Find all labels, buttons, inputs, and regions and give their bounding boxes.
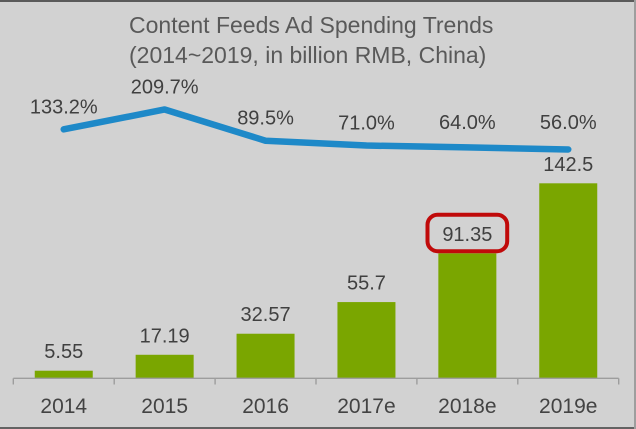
chart-title: Content Feeds Ad Spending Trends (2014~2… bbox=[129, 10, 493, 70]
line-label-2014: 133.2% bbox=[30, 96, 98, 118]
bar-label-2014: 5.55 bbox=[44, 341, 83, 363]
bar-label-2015: 17.19 bbox=[140, 325, 190, 347]
highlight-box bbox=[425, 212, 510, 254]
x-axis-label-2017e: 2017e bbox=[337, 395, 395, 418]
bar-label-2019e: 142.5 bbox=[543, 154, 593, 176]
bar-2019e bbox=[539, 183, 598, 379]
bar-2016 bbox=[236, 333, 295, 379]
x-axis-label-2016: 2016 bbox=[242, 395, 289, 418]
bar-label-2017e: 55.7 bbox=[347, 273, 386, 295]
line-label-2016: 89.5% bbox=[237, 108, 294, 130]
bar-label-2016: 32.57 bbox=[241, 304, 291, 326]
x-axis-label-2018e: 2018e bbox=[438, 395, 496, 418]
line-label-2017e: 71.0% bbox=[338, 113, 395, 135]
line-label-2018e: 64.0% bbox=[439, 112, 496, 134]
frame-border-top bbox=[0, 0, 636, 2]
x-axis-label-2019e: 2019e bbox=[539, 395, 597, 418]
bar-label-2018e: 91.35 bbox=[442, 224, 492, 246]
bar-2018e bbox=[438, 253, 497, 379]
frame-border-bottom bbox=[0, 427, 636, 429]
chart-title-line1: Content Feeds Ad Spending Trends bbox=[129, 12, 494, 38]
x-axis-label-2015: 2015 bbox=[141, 395, 188, 418]
bar-2017e bbox=[337, 302, 396, 379]
line-label-2019e: 56.0% bbox=[540, 112, 597, 134]
bar-2015 bbox=[135, 354, 194, 379]
line-label-2015: 209.7% bbox=[131, 76, 199, 98]
bar-2014 bbox=[34, 370, 93, 379]
x-axis-label-2014: 2014 bbox=[40, 395, 87, 418]
frame-border-right bbox=[634, 0, 636, 429]
growth-rate-line bbox=[60, 106, 572, 153]
chart-title-line2: (2014~2019, in billion RMB, China) bbox=[129, 42, 487, 68]
